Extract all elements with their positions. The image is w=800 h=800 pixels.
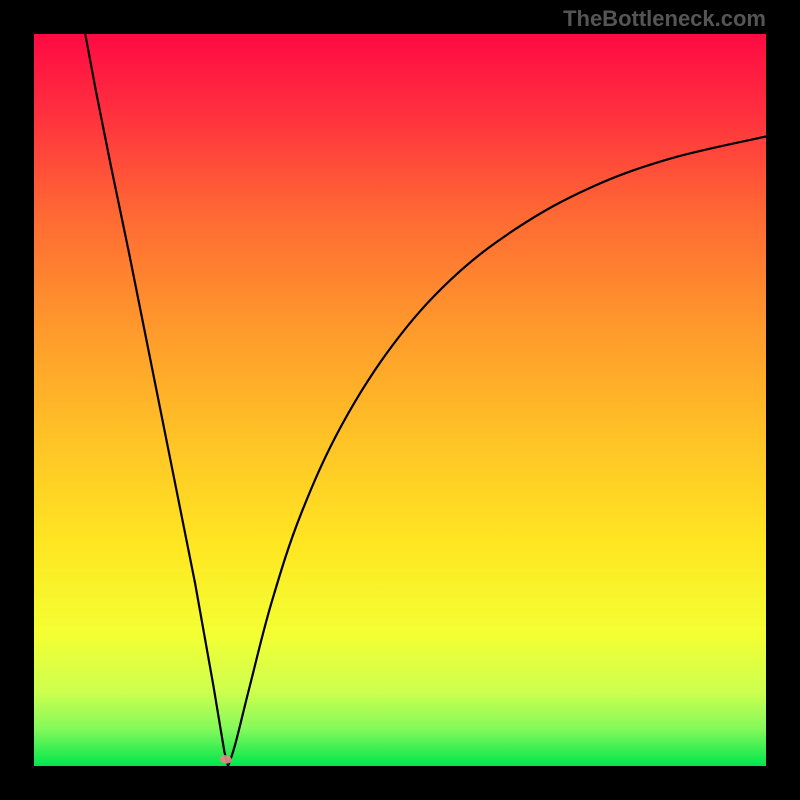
attribution-text: TheBottleneck.com (563, 6, 766, 32)
bottleneck-chart (0, 0, 800, 800)
chart-gradient-bg (34, 34, 766, 766)
